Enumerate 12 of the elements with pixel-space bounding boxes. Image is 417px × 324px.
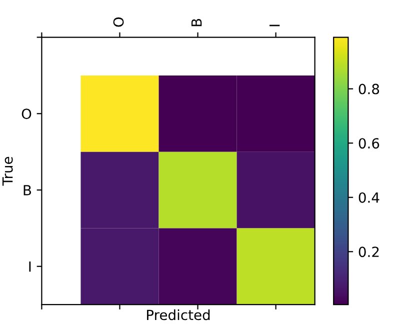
x-tick-label: I (270, 24, 280, 26)
x-axis-title: Predicted (147, 309, 210, 320)
y-tick-label: B (24, 185, 31, 196)
y-tick-label: I (29, 262, 31, 272)
color-bar-label: 0.2 (358, 246, 379, 258)
x-tick-label: B (191, 18, 202, 26)
color-bar-label: 0.4 (358, 192, 380, 203)
y-tick-label: O (22, 108, 32, 120)
x-tick-label: O (113, 17, 124, 27)
color-bar-label: 0.8 (358, 84, 380, 94)
y-axis-title: True (2, 156, 13, 186)
color-bar-label: 0.6 (358, 138, 380, 149)
